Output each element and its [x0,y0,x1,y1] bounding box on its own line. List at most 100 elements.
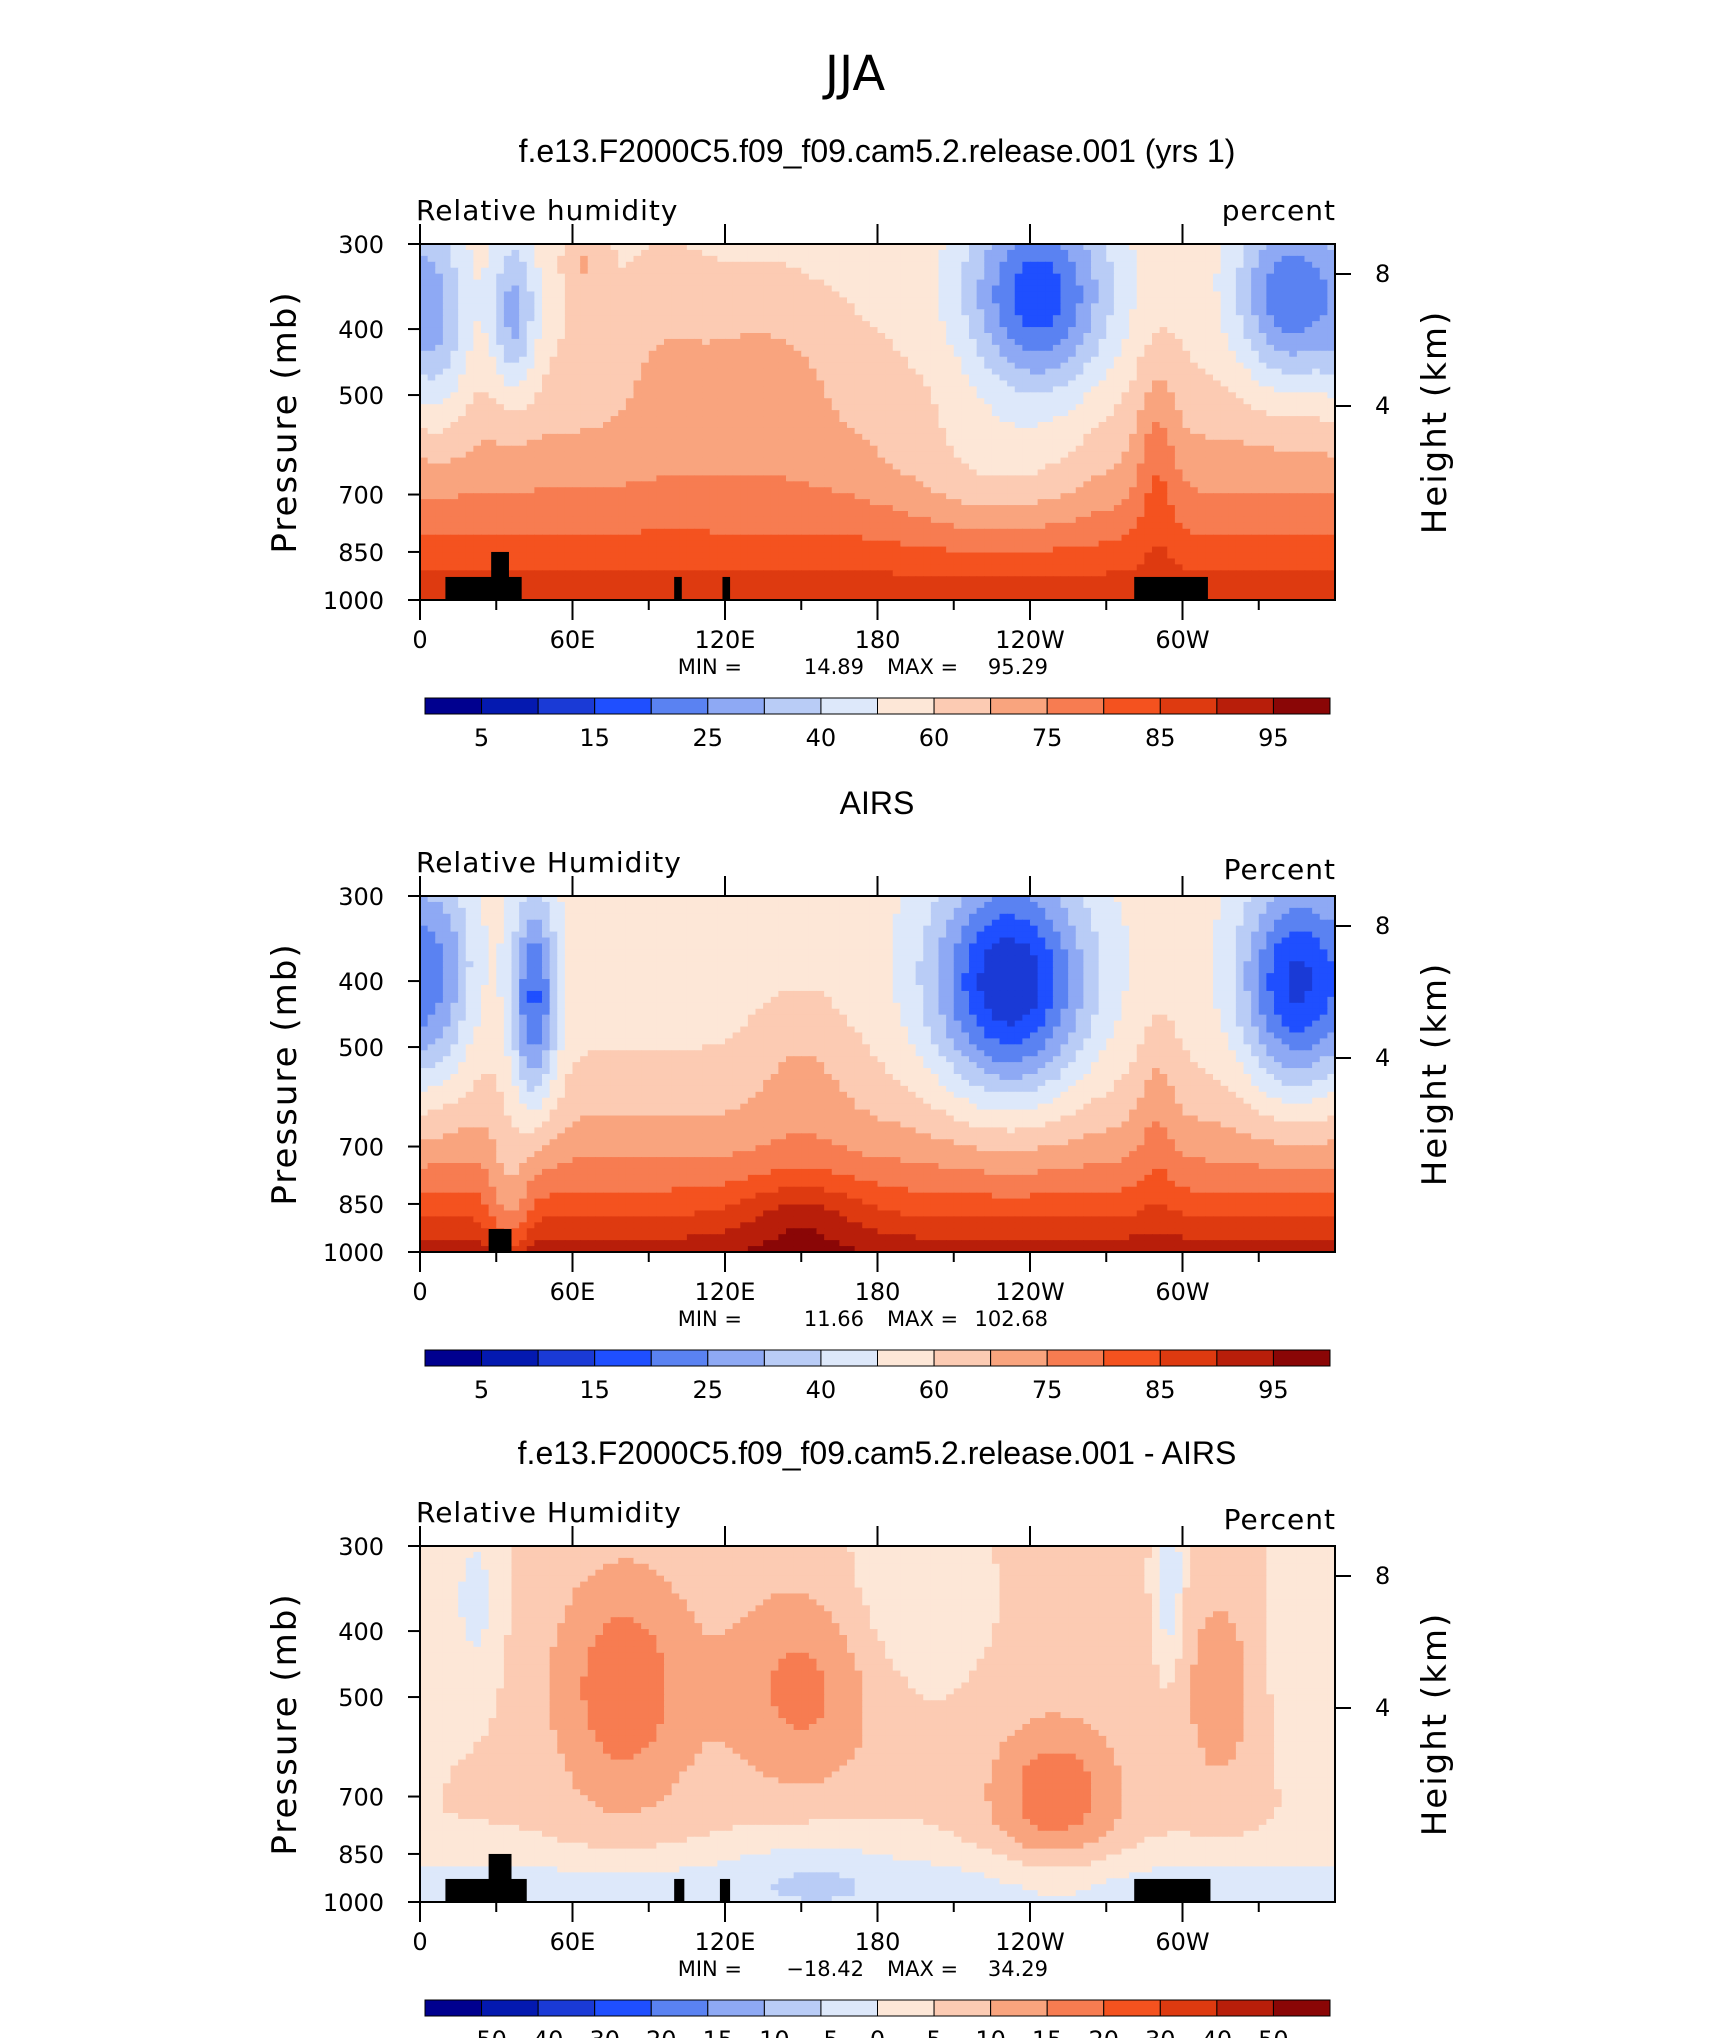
contour-cell [969,256,977,263]
contour-cell [763,369,771,376]
contour-cell [885,351,893,358]
contour-cell [534,422,542,429]
contour-cell [1259,446,1267,453]
contour-cell [687,404,695,411]
contour-cell [1175,398,1183,405]
contour-cell [847,440,855,447]
contour-cell [801,297,809,304]
contour-cell [420,475,428,482]
contour-cell [1015,440,1023,447]
contour-cell [710,422,718,429]
contour-cell [900,481,908,488]
contour-cell [870,475,878,482]
contour-cell [695,357,703,364]
contour-cell [1160,440,1168,447]
contour-cell [1213,333,1221,340]
contour-cell [908,440,916,447]
contour-cell [1320,286,1328,293]
contour-cell [862,481,870,488]
contour-cell [428,303,436,310]
contour-cell [1228,333,1236,340]
contour-cell [1213,464,1221,471]
contour-cell [984,375,992,382]
contour-cell [466,481,474,488]
contour-cell [573,446,581,453]
contour-cell [878,392,886,399]
contour-cell [1289,392,1297,399]
contour-cell [1091,262,1099,269]
contour-cell [626,256,634,263]
contour-cell [1144,369,1152,376]
contour-cell [893,303,901,310]
contour-cell [687,416,695,423]
contour-cell [1099,386,1107,393]
contour-cell [954,369,962,376]
contour-cell [1289,351,1297,358]
contour-cell [992,458,1000,465]
contour-cell [634,315,642,322]
contour-cell [1000,452,1008,459]
contour-cell [916,345,924,352]
contour-cell [1198,428,1206,435]
contour-cell [1160,404,1168,411]
contour-cell [939,428,947,435]
contour-cell [878,440,886,447]
contour-cell [1228,303,1236,310]
contour-cell [634,262,642,269]
contour-cell [672,321,680,328]
contour-cell [1030,434,1038,441]
contour-cell [801,315,809,322]
contour-cell [641,434,649,441]
contour-cell [527,458,535,465]
contour-cell [870,291,878,298]
contour-cell [992,309,1000,316]
contour-cell [1175,256,1183,263]
contour-cell [1030,351,1038,358]
contour-cell [611,297,619,304]
contour-cell [786,440,794,447]
contour-cell [641,375,649,382]
contour-cell [717,315,725,322]
contour-cell [595,481,603,488]
contour-cell [1289,380,1297,387]
contour-cell [1152,481,1160,488]
contour-cell [649,452,657,459]
contour-cell [664,297,672,304]
contour-cell [1045,380,1053,387]
contour-cell [1228,321,1236,328]
contour-cell [801,469,809,476]
contour-cell [1068,268,1076,275]
contour-cell [1198,410,1206,417]
contour-cell [672,410,680,417]
contour-cell [458,398,466,405]
contour-cell [634,297,642,304]
contour-cell [519,274,527,281]
contour-cell [1114,428,1122,435]
contour-cell [1244,321,1252,328]
contour-cell [451,363,459,370]
contour-cell [847,434,855,441]
contour-cell [542,357,550,364]
contour-cell [1175,291,1183,298]
contour-cell [588,487,596,494]
contour-cell [939,309,947,316]
contour-cell [1282,250,1290,257]
contour-cell [900,303,908,310]
contour-cell [428,286,436,293]
contour-cell [519,422,527,429]
contour-cell [512,440,520,447]
contour-cell [1213,410,1221,417]
contour-cell [931,446,939,453]
contour-cell [1038,369,1046,376]
contour-cell [1144,345,1152,352]
contour-cell [1221,416,1229,423]
contour-cell [573,380,581,387]
contour-cell [527,452,535,459]
contour-cell [885,404,893,411]
contour-cell [939,291,947,298]
contour-cell [931,268,939,275]
contour-cell [1106,422,1114,429]
contour-cell [832,286,840,293]
contour-cell [1236,250,1244,257]
contour-cell [756,369,764,376]
